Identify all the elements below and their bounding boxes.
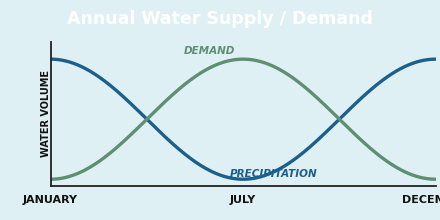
Text: Annual Water Supply / Demand: Annual Water Supply / Demand: [67, 10, 373, 28]
Y-axis label: WATER VOLUME: WATER VOLUME: [41, 70, 51, 157]
Text: PRECIPITATION: PRECIPITATION: [230, 169, 318, 179]
Text: DEMAND: DEMAND: [184, 46, 235, 57]
